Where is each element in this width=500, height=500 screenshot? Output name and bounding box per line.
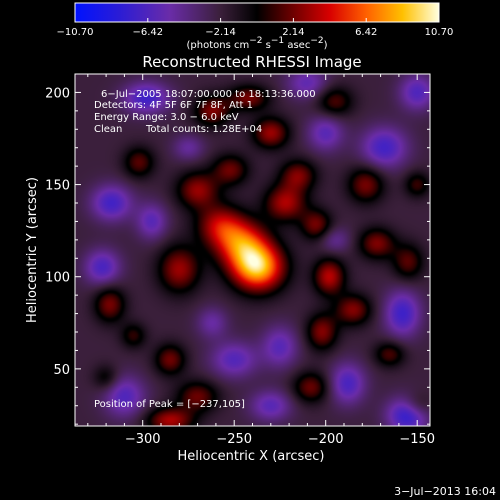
colorbar-tick-label: 10.70	[425, 27, 454, 38]
x-tick-label: −150	[399, 432, 435, 447]
colorbar-unit-mid: s	[262, 40, 270, 51]
heatmap-image	[75, 74, 430, 426]
plot-area	[75, 74, 430, 426]
annotation-time-range: 6−Jul−2005 18:07:00.000 to 18:13:36.000	[101, 89, 316, 100]
y-tick-label: 200	[45, 86, 70, 101]
y-axis-ticks: 50 100 150 200	[45, 73, 430, 425]
colorbar-tick-label: 6.42	[355, 27, 377, 38]
colorbar-unit-sup1: −2	[249, 36, 262, 46]
chart-title: Reconstructed RHESSI Image	[142, 53, 361, 71]
colorbar-unit-end: asec	[284, 40, 310, 51]
x-axis-ticks: −300 −250 −200 −150	[87, 74, 435, 447]
colorbar-tick-label: 2.14	[282, 27, 304, 38]
annotation-detectors: Detectors: 4F 5F 6F 7F 8F, Att 1	[94, 100, 253, 111]
colorbar-unit-main: (photons cm	[186, 40, 249, 51]
y-axis-label: Heliocentric Y (arcsec)	[25, 177, 40, 323]
annotation-clean: Clean	[94, 124, 122, 135]
colorbar: −10.70 −6.42 −2.14 2.14 6.42 10.70 (photons c…	[56, 2, 453, 51]
colorbar-tick-label: −10.70	[56, 27, 93, 38]
annotations: 6−Jul−2005 18:07:00.000 to 18:13:36.000 …	[94, 89, 316, 410]
colorbar-ticks	[74, 18, 440, 22]
colorbar-tick-label: −6.42	[132, 27, 163, 38]
colorbar-unit-sup2: −1	[271, 36, 284, 46]
x-axis-label: Heliocentric X (arcsec)	[178, 449, 325, 464]
colorbar-gradient	[74, 2, 440, 23]
y-tick-label: 100	[45, 271, 70, 286]
x-tick-label: −300	[125, 432, 161, 447]
colorbar-unit-sup3: −2	[310, 36, 323, 46]
y-tick-label: 50	[53, 363, 70, 378]
annotation-total-counts: Total counts: 1.28E+04	[145, 124, 262, 135]
y-tick-label: 150	[45, 179, 70, 194]
annotation-energy: Energy Range: 3.0 − 6.0 keV	[94, 112, 239, 123]
colorbar-tick-label: −2.14	[205, 27, 236, 38]
x-tick-label: −250	[216, 432, 252, 447]
annotation-peak-position: Position of Peak = [−237,105]	[94, 399, 245, 410]
x-tick-label: −200	[308, 432, 344, 447]
colorbar-tick-labels: −10.70 −6.42 −2.14 2.14 6.42 10.70	[56, 27, 453, 38]
colorbar-unit-label: (photons cm−2 s−1 asec−2)	[186, 36, 327, 51]
date-stamp: 3−Jul−2013 16:04	[394, 485, 496, 498]
colorbar-unit-close: )	[324, 40, 328, 51]
